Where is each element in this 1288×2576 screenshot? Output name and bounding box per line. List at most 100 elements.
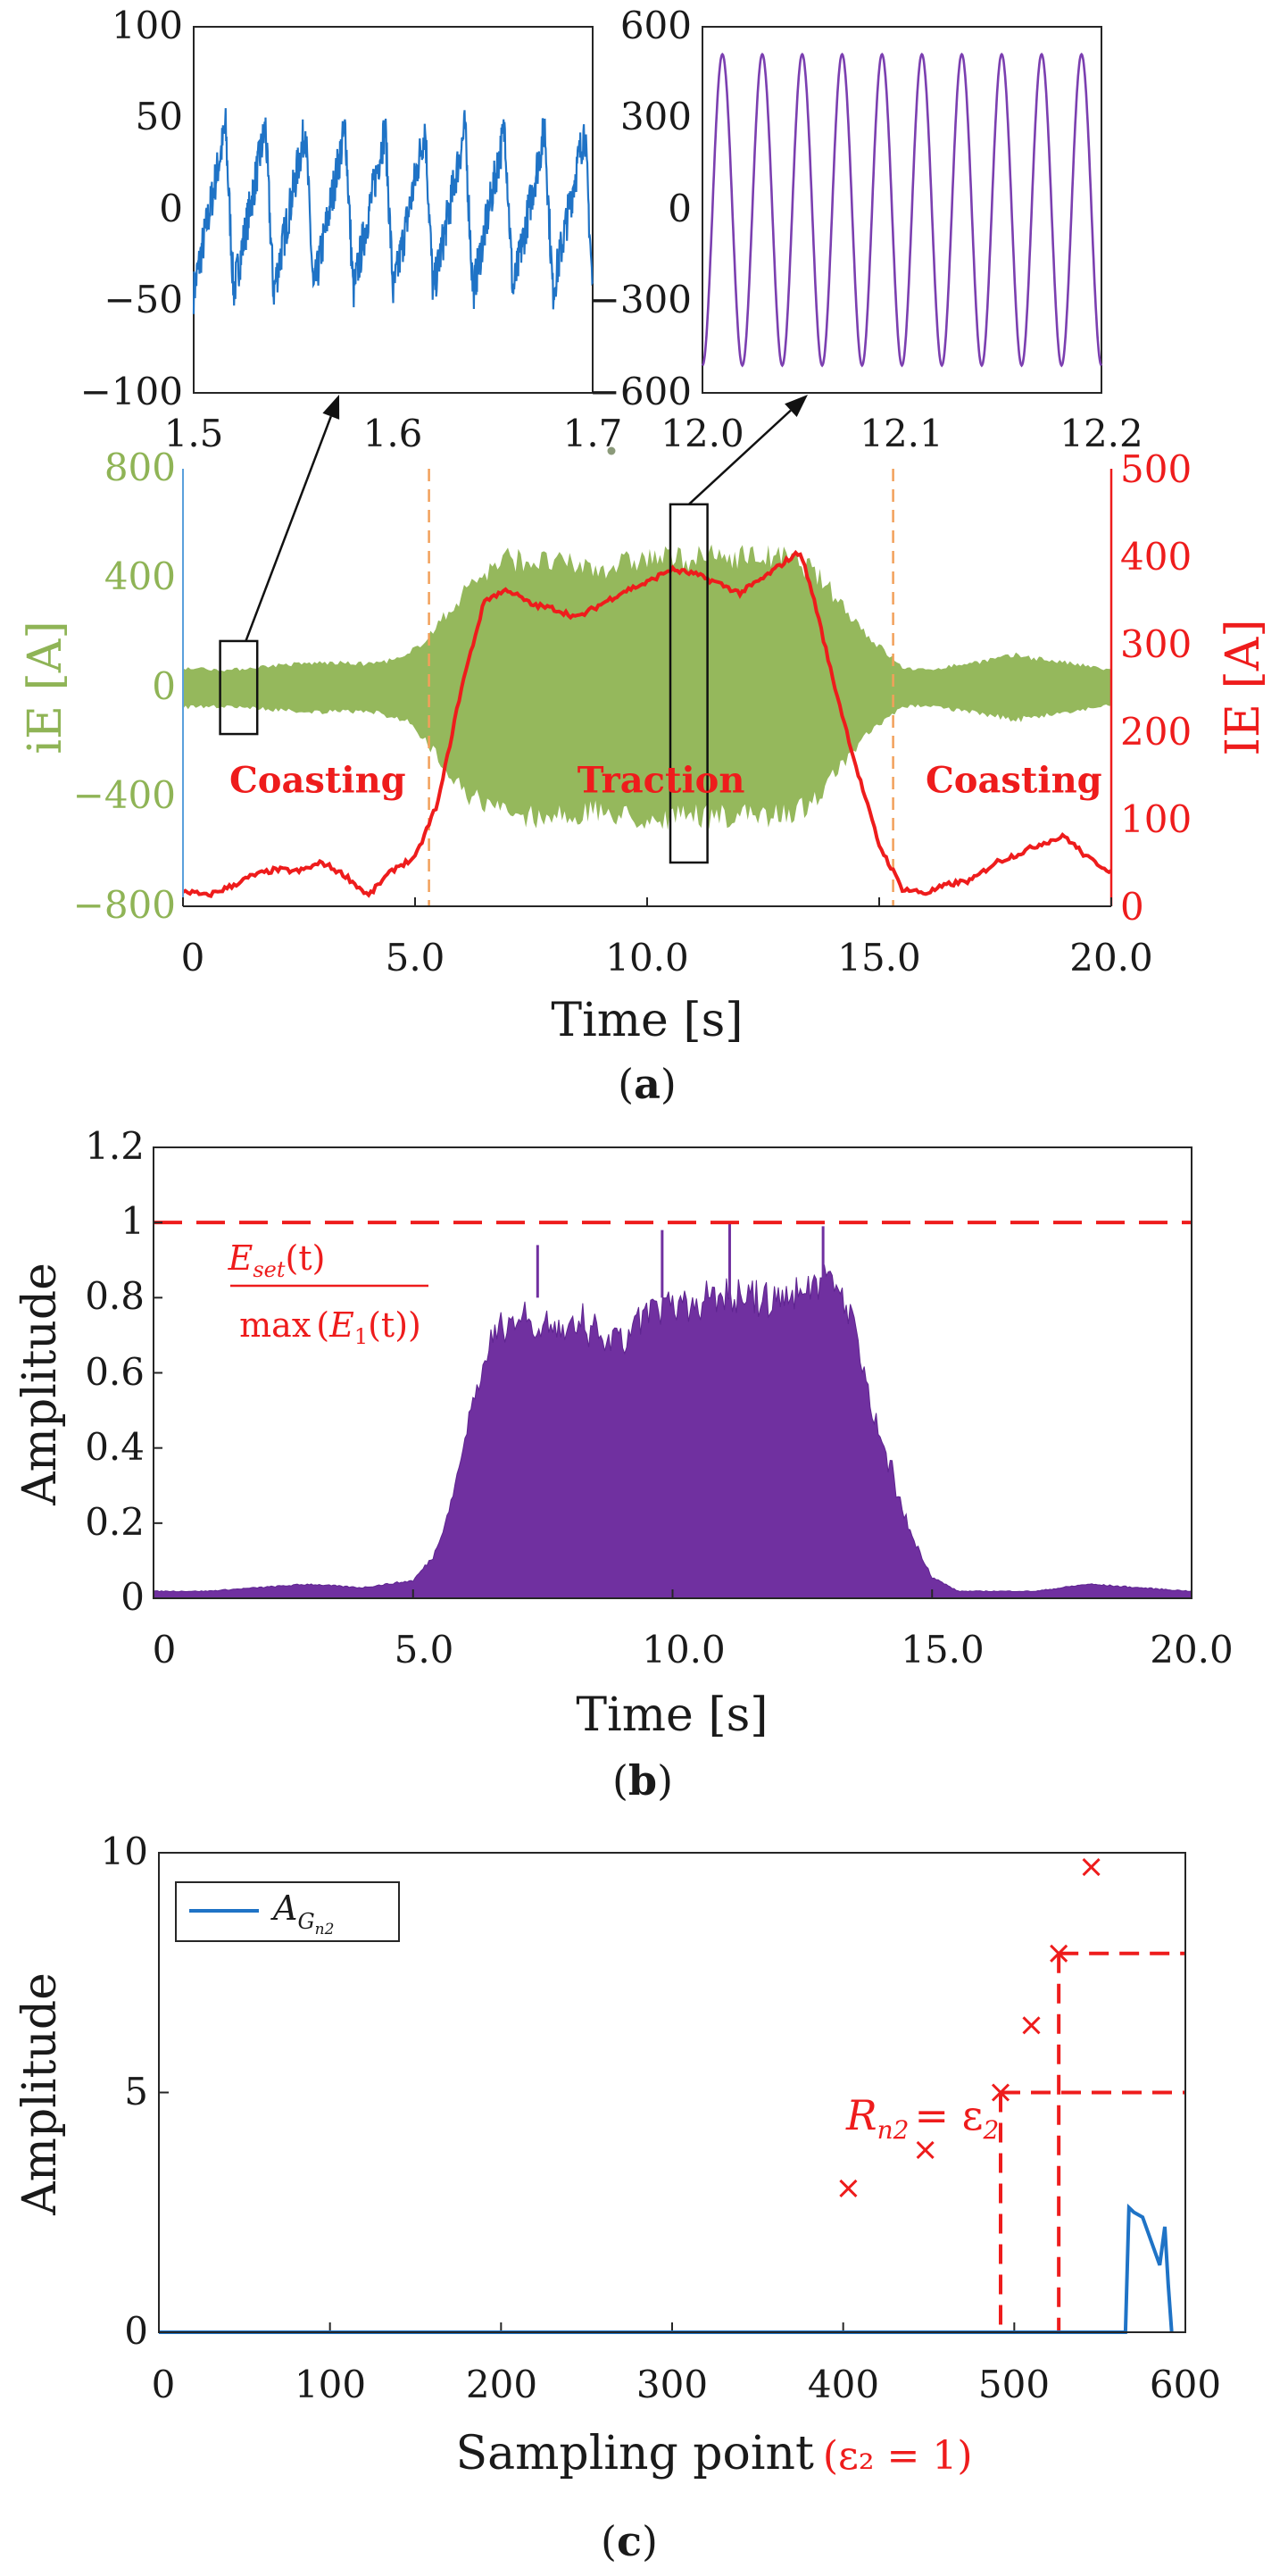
panel-b-xtick-10: 10.0	[642, 1628, 726, 1671]
panel-c-ytick-5: 5	[124, 2070, 148, 2113]
panel-c-ytick-10: 10	[101, 1830, 148, 1873]
panel-a-right-yticks: 500 400 300 200 100 0	[1120, 447, 1192, 929]
panel-c-frame	[158, 1852, 1186, 2333]
panel-a-caption: (a)	[618, 1060, 677, 1108]
inset-right-xticks: 12.0 12.1 12.2	[661, 412, 1143, 455]
inset-left-ytick-0: 0	[159, 187, 183, 230]
panel-a-xtick-20: 20.0	[1069, 936, 1153, 980]
panel-c-annotation: Rn2 = ε2	[845, 2091, 999, 2145]
panel-c-marker-stroke	[1050, 1944, 1068, 1963]
panel-a-ylabel-right: IE [A]	[1217, 619, 1270, 755]
panel-a-ytick-400: 400	[104, 554, 176, 598]
inset-left-frame	[193, 26, 594, 394]
panel-a-ytick-800: 800	[104, 446, 176, 489]
panel-c-marker-stroke	[1022, 2016, 1041, 2035]
panel-c-xtick-0: 0	[152, 2363, 176, 2406]
panel-a-iE-envelope	[183, 544, 1111, 830]
panel-b-xtick-0: 0	[153, 1628, 177, 1671]
panel-c-xtick-200: 200	[466, 2363, 537, 2406]
panel-a-rtick-400: 400	[1120, 535, 1192, 579]
inset-left-ytick-50: 50	[136, 95, 183, 138]
panel-b-ytick-0.2: 0.2	[85, 1500, 145, 1544]
panel-b-ylabel: Amplitude	[13, 1263, 67, 1506]
panel-a-rtick-100: 100	[1120, 797, 1192, 841]
panel-a-rtick-500: 500	[1120, 447, 1192, 491]
panel-c-marker-stroke	[916, 2140, 935, 2160]
panel-b-xtick-20: 20.0	[1150, 1628, 1234, 1671]
panel-b-xtick-15: 15.0	[901, 1628, 985, 1671]
panel-a-xtick-5: 5.0	[386, 936, 445, 980]
panel-a-ylabel-left: iE [A]	[19, 621, 72, 754]
panel-b-peaks	[536, 1222, 825, 1298]
panel-a-xtick-0: 0	[181, 936, 205, 980]
panel-c-chart: AGn2 Rn2 = ε2 0 5 10 0 100 200 300 400 50…	[13, 1830, 1221, 2565]
inset-left-ytick-neg100: −100	[80, 370, 183, 413]
panel-a-zoom-arrow-2	[687, 409, 792, 505]
panel-b-chart: 0 0.2 0.4 0.6 0.8 1 1.2 0 5.0 10.0 15.0 …	[13, 1124, 1234, 1805]
panel-c-marker-stroke	[991, 2083, 1010, 2102]
panel-c-amplitude-line	[159, 2203, 1174, 2334]
panel-a-xtick-10: 10.0	[605, 936, 689, 980]
inset-left-ytick-neg50: −50	[104, 278, 183, 321]
inset-right-ytick-neg300: −300	[589, 278, 692, 321]
panel-c-xtick-300: 300	[636, 2363, 708, 2406]
panel-a-caption-letter: a	[634, 1060, 661, 1108]
panel-b-amplitude-area	[153, 1264, 1192, 1599]
panel-b-annotation-numerator: Eset(t)	[228, 1238, 326, 1282]
inset-left-xtick-1.6: 1.6	[363, 412, 423, 455]
inset-right-chart: 600 300 0 −300 −600 12.0 12.1 12.2	[589, 4, 1143, 455]
panel-c-xtick-400: 400	[808, 2363, 879, 2406]
panel-a-phase-label-traction: Traction	[578, 760, 745, 802]
panel-b-caption-letter: b	[628, 1756, 657, 1805]
panel-a-phase-label-coasting-2: Coasting	[926, 760, 1102, 802]
inset-right-xtick-12.0: 12.0	[661, 412, 744, 455]
panel-c-ylabel: Amplitude	[13, 1972, 67, 2216]
panel-b-ytick-0.6: 0.6	[85, 1350, 145, 1394]
panel-c-legend-label: AGn2	[270, 1888, 334, 1938]
panel-a-zoom-arrowhead-1	[322, 395, 340, 420]
panel-a-ytick-neg400: −400	[73, 773, 176, 817]
inset-right-frame	[702, 26, 1102, 394]
panel-b-caption: (b)	[612, 1756, 673, 1805]
panel-b-ytick-1.2: 1.2	[85, 1124, 145, 1168]
panel-a-IE-line	[182, 549, 1113, 899]
panel-c-marker	[991, 2083, 1010, 2102]
panel-a-left-yticks: 800 400 0 −400 −800	[73, 446, 176, 927]
panel-a-zoom-arrowhead-2	[785, 395, 808, 417]
panel-c-dashed-guides	[999, 1951, 1185, 2332]
panel-c-ytick-0: 0	[124, 2309, 148, 2353]
panel-c-marker	[839, 2179, 858, 2197]
panel-a-rtick-200: 200	[1120, 710, 1192, 754]
panel-b-xlabel: Time [s]	[576, 1688, 768, 1742]
panel-b-ytick-1: 1	[120, 1199, 145, 1243]
panel-a-xticks: 0 5.0 10.0 15.0 20.0	[181, 936, 1153, 980]
inset-left-yticks: 100 50 0 −50 −100	[80, 4, 183, 413]
panel-b-annotation-fraction: Eset(t) max (E1(t))	[228, 1238, 428, 1349]
panel-a-phase-labels: Coasting Traction Coasting	[229, 760, 1102, 802]
panel-c-yticks: 0 5 10	[101, 1830, 148, 2353]
inset-right-ytick-300: 300	[620, 95, 692, 138]
panel-a-rtick-0: 0	[1120, 885, 1144, 929]
panel-c-xlabel: Sampling point (ε₂ = 1)	[455, 2427, 972, 2480]
decorative-dot	[607, 446, 616, 455]
inset-right-ytick-0: 0	[668, 187, 692, 230]
inset-left-xtick-1.5: 1.5	[164, 412, 224, 455]
inset-right-xtick-12.1: 12.1	[860, 412, 943, 455]
panel-c-xtick-500: 500	[978, 2363, 1050, 2406]
inset-left-ytick-100: 100	[112, 4, 183, 47]
panel-a-phase-label-coasting-1: Coasting	[229, 760, 406, 802]
panel-c-marker	[1022, 2016, 1041, 2035]
panel-c-xtick-100: 100	[295, 2363, 366, 2406]
panel-a-xlabel: Time [s]	[551, 994, 743, 1047]
panel-b-ytick-0.4: 0.4	[85, 1425, 145, 1469]
inset-left-signal-line	[192, 108, 594, 314]
panel-b-annotation-denominator: max (E1(t))	[239, 1305, 421, 1349]
panel-c-marker	[1050, 1944, 1068, 1963]
panel-c-marker-stroke	[839, 2179, 858, 2197]
inset-right-xtick-12.2: 12.2	[1059, 412, 1143, 455]
panel-c-marker-stroke	[1082, 1858, 1101, 1877]
panel-b-xticks: 0 5.0 10.0 15.0 20.0	[153, 1628, 1234, 1671]
panel-a-rtick-300: 300	[1120, 622, 1192, 666]
panel-a-xtick-15: 15.0	[837, 936, 921, 980]
inset-right-signal-line	[701, 52, 1103, 368]
